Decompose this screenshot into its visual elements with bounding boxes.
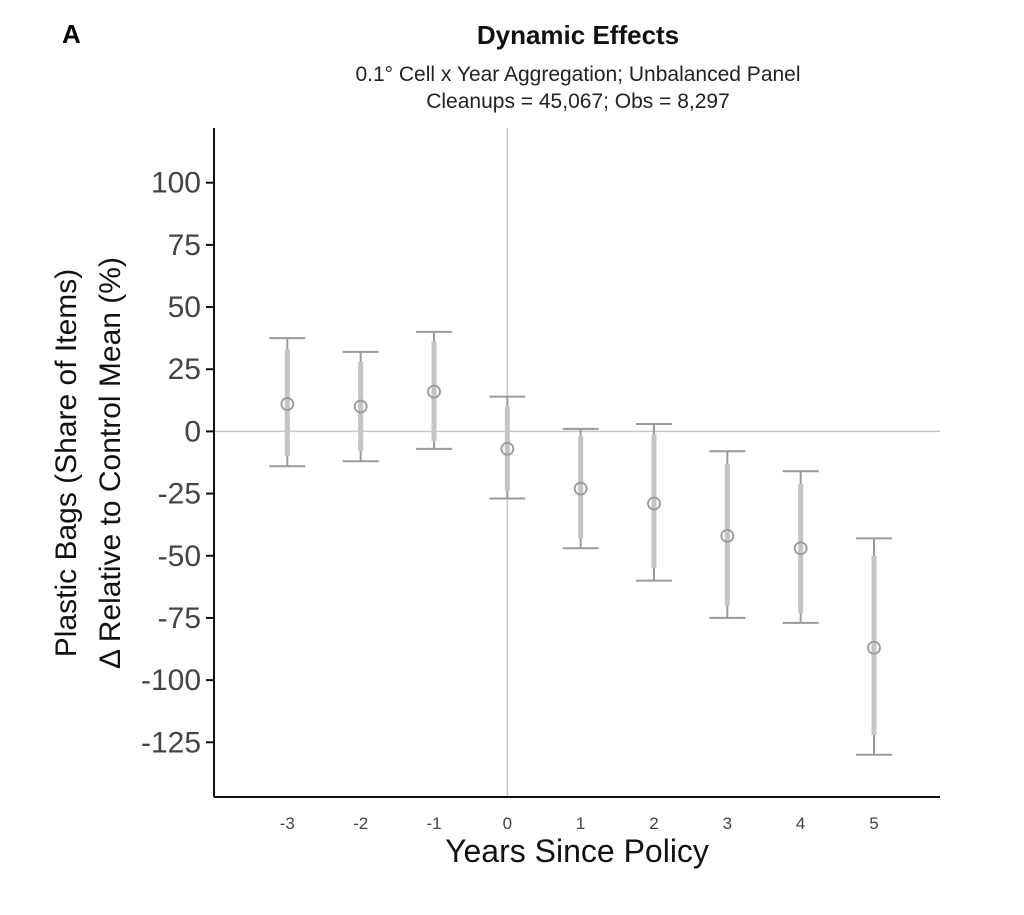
y-tick-label: 50 (168, 291, 201, 324)
y-tick-label: -50 (158, 540, 201, 573)
point-estimate (647, 496, 661, 511)
chart-subtitle-line-1: 0.1° Cell x Year Aggregation; Unbalanced… (355, 63, 800, 86)
x-tick-label: -2 (353, 814, 368, 833)
y-tick-label: 100 (151, 167, 201, 200)
chart-title: Dynamic Effects (477, 20, 679, 50)
error-bar (416, 330, 452, 450)
x-tick-label: 5 (869, 814, 878, 833)
x-tick-label: -1 (426, 814, 441, 833)
x-axis: -3 -2 -1 0 1 2 3 4 5 (214, 796, 940, 833)
error-bar (562, 427, 599, 550)
y-tick-label: -125 (141, 726, 201, 759)
y-axis-label: Plastic Bags (Share of Items) Δ Relative… (50, 257, 127, 669)
x-axis-label: Years Since Policy (445, 833, 709, 869)
y-tick-label: 25 (168, 353, 201, 386)
point-estimate (793, 541, 808, 556)
points (280, 384, 881, 655)
error-bar (342, 350, 379, 463)
error-bar (709, 450, 746, 619)
y-tick-label: -75 (158, 602, 201, 635)
point-estimate (867, 640, 881, 655)
y-axis-label-line-2: Δ Relative to Control Mean (%) (94, 257, 127, 669)
point-estimate (500, 441, 515, 456)
error-bars (269, 330, 892, 756)
x-tick-label: 3 (723, 814, 732, 833)
y-axis: 100 75 50 25 0 -25 -50 -75 -100 -125 (141, 128, 215, 797)
y-tick-label: 0 (184, 415, 201, 448)
y-tick-label: -100 (141, 664, 201, 697)
error-bar (856, 537, 892, 756)
x-tick-label: -3 (280, 814, 295, 833)
x-tick-label: 4 (796, 814, 805, 833)
reference-lines (214, 128, 940, 797)
x-tick-label: 2 (649, 814, 658, 833)
error-bar (782, 470, 819, 624)
error-bar (269, 337, 306, 468)
point-estimate (573, 481, 588, 496)
error-bar (489, 395, 526, 500)
x-tick-label: 0 (503, 814, 512, 833)
x-tick-label: 1 (576, 814, 585, 833)
y-axis-label-line-1: Plastic Bags (Share of Items) (50, 269, 83, 657)
error-bar (636, 422, 672, 582)
point-estimate (720, 528, 735, 543)
chart-subtitle-line-2: Cleanups = 45,067; Obs = 8,297 (426, 90, 730, 113)
point-estimate (280, 397, 295, 411)
point-estimate (353, 399, 368, 414)
y-tick-label: -25 (158, 478, 201, 511)
point-estimate (427, 384, 441, 399)
y-tick-label: 75 (168, 229, 201, 262)
panel-label: A (62, 19, 81, 49)
